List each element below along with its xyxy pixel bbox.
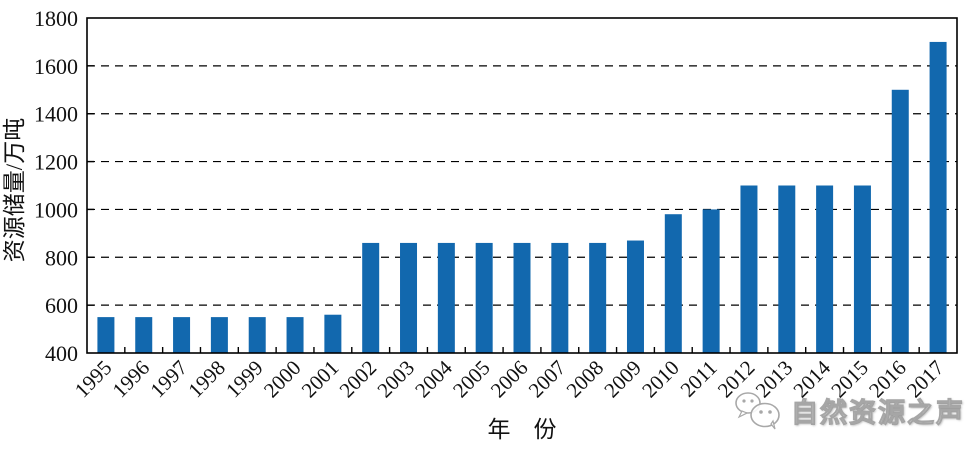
- x-tick-label-2007: 2007: [524, 356, 571, 403]
- x-tick-label-2002: 2002: [335, 356, 382, 403]
- bar-2007: [551, 242, 569, 353]
- x-tick-label-2012: 2012: [713, 356, 760, 403]
- x-tick-label-2008: 2008: [562, 356, 609, 403]
- y-axis-title: 资源储量/万吨: [2, 118, 27, 262]
- bar-2001: [324, 314, 342, 353]
- bar-2012: [740, 185, 758, 353]
- y-tick-label-800: 800: [45, 245, 78, 270]
- x-tick-label-2004: 2004: [410, 355, 457, 402]
- bar-2016: [891, 89, 909, 354]
- x-tick-label-2006: 2006: [486, 356, 533, 403]
- x-tick-label-2001: 2001: [297, 356, 344, 403]
- bar-2006: [513, 242, 531, 353]
- plot-frame: [86, 17, 958, 354]
- x-tick-label-2017: 2017: [902, 356, 949, 403]
- x-tick-label-2000: 2000: [259, 356, 306, 403]
- x-tick-label-2003: 2003: [372, 356, 419, 403]
- y-tick-label-1200: 1200: [34, 150, 78, 175]
- x-tick-label-2010: 2010: [637, 356, 684, 403]
- bar-2017: [929, 41, 947, 354]
- x-axis-title: 年 份: [488, 417, 557, 442]
- x-tick-label-2005: 2005: [448, 356, 495, 403]
- x-tick-label-2015: 2015: [826, 356, 873, 403]
- bar-2015: [853, 185, 871, 353]
- y-tick-label-1400: 1400: [34, 102, 78, 127]
- bar-1996: [135, 317, 153, 353]
- bar-1995: [97, 317, 115, 353]
- bar-2008: [589, 242, 607, 353]
- bar-2014: [816, 185, 834, 353]
- x-tick-label-1997: 1997: [145, 356, 192, 403]
- bar-2004: [437, 242, 455, 353]
- bar-2002: [362, 242, 380, 353]
- x-tick-label-2009: 2009: [599, 356, 646, 403]
- bar-2009: [626, 240, 644, 353]
- bar-2011: [702, 209, 720, 353]
- bar-1999: [248, 317, 266, 353]
- x-tick-label-2011: 2011: [676, 356, 722, 402]
- bar-2000: [286, 317, 304, 353]
- y-tick-label-1000: 1000: [34, 197, 78, 222]
- x-tick-label-2014: 2014: [788, 355, 835, 402]
- bar-2005: [475, 242, 493, 353]
- bars: [97, 41, 947, 354]
- x-tick-label-1996: 1996: [108, 356, 155, 403]
- x-tick-label-1999: 1999: [221, 356, 268, 403]
- bar-1998: [210, 317, 228, 353]
- y-tick-label-1600: 1600: [34, 54, 78, 79]
- x-tick-label-1998: 1998: [183, 356, 230, 403]
- y-tick-label-600: 600: [45, 293, 78, 318]
- bar-2003: [400, 242, 418, 353]
- bar-1997: [173, 317, 191, 353]
- axes: [86, 17, 958, 354]
- y-tick-label-1800: 1800: [34, 6, 78, 31]
- x-tick-label-2016: 2016: [864, 356, 911, 403]
- x-tick-label-2013: 2013: [751, 356, 798, 403]
- bar-2013: [778, 185, 796, 353]
- bar-2010: [664, 214, 682, 353]
- y-tick-label-400: 400: [45, 341, 78, 366]
